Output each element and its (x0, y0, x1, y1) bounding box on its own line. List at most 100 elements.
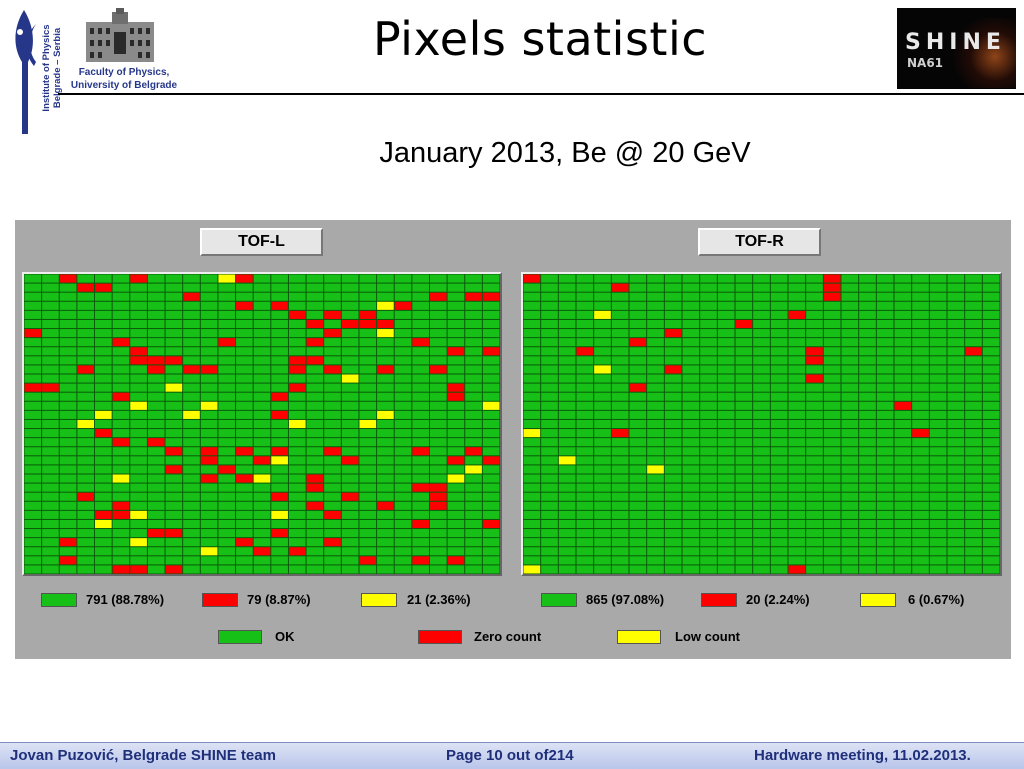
pixel-cell-ok (306, 447, 324, 456)
pixel-cell-ok (541, 465, 558, 474)
pixel-cell-ok (929, 529, 947, 538)
pixel-cell-ok (447, 374, 465, 383)
pixel-cell-zero (306, 356, 324, 365)
pixel-cell-ok (482, 438, 500, 447)
pixel-cell-ok (594, 383, 611, 392)
pixel-cell-ok (806, 501, 823, 510)
pixel-cell-ok (735, 338, 753, 347)
pixel-cell-ok (200, 529, 218, 538)
pixel-cell-ok (24, 465, 42, 474)
pixel-cell-ok (253, 410, 271, 419)
pixel-cell-zero (324, 447, 341, 456)
pixel-cell-ok (59, 510, 77, 519)
pixel-cell-ok (218, 365, 236, 374)
pixel-cell-ok (77, 565, 95, 574)
pixel-cell-ok (377, 383, 394, 392)
pixel-cell-ok (947, 483, 965, 492)
pixel-cell-ok (59, 519, 77, 529)
pixel-cell-ok (894, 283, 912, 292)
pixel-cell-ok (324, 401, 341, 410)
pixel-cell-ok (876, 319, 894, 329)
pixel-cell-ok (465, 274, 482, 283)
pixel-cell-ok (629, 301, 647, 310)
pixel-cell-ok (558, 310, 576, 319)
pixel-cell-ok (24, 538, 42, 547)
pixel-cell-ok (576, 556, 594, 565)
pixel-cell-ok (735, 519, 753, 529)
pixel-cell-ok (59, 374, 77, 383)
pixel-cell-ok (236, 438, 253, 447)
pixel-cell-ok (664, 356, 682, 365)
pixel-cell-ok (876, 510, 894, 519)
pixel-cell-ok (806, 474, 823, 483)
pixel-cell-ok (200, 310, 218, 319)
footer-event: Hardware meeting, 11.02.2013. (754, 747, 971, 764)
pixel-cell-ok (77, 329, 95, 338)
pixel-cell-ok (59, 292, 77, 301)
pixel-cell-ok (664, 556, 682, 565)
pixel-cell-ok (412, 274, 429, 283)
pixel-cell-ok (77, 474, 95, 483)
pixel-cell-ok (482, 356, 500, 365)
pixel-cell-ok (95, 347, 112, 356)
pixel-cell-ok (611, 374, 629, 383)
pixel-cell-zero (271, 529, 288, 538)
pixel-cell-ok (629, 429, 647, 438)
pixel-cell-ok (130, 301, 147, 310)
pixel-cell-ok (576, 538, 594, 547)
pixel-cell-ok (717, 447, 735, 456)
pixel-cell-ok (717, 429, 735, 438)
pixel-cell-ok (947, 401, 965, 410)
pixel-cell-ok (394, 465, 412, 474)
pixel-cell-ok (306, 465, 324, 474)
pixel-cell-ok (288, 556, 306, 565)
pixel-cell-ok (912, 447, 929, 456)
pixel-cell-ok (735, 565, 753, 574)
pixel-cell-ok (523, 529, 541, 538)
pixel-cell-zero (429, 492, 447, 501)
pixel-cell-ok (271, 283, 288, 292)
pixel-cell-ok (841, 392, 859, 401)
pixel-cell-ok (183, 492, 200, 501)
pixel-cell-ok (965, 401, 982, 410)
pixel-cell-ok (806, 329, 823, 338)
pixel-cell-ok (359, 374, 377, 383)
pixel-cell-ok (841, 529, 859, 538)
pixel-cell-ok (77, 483, 95, 492)
pixel-cell-ok (447, 547, 465, 556)
pixel-cell-ok (429, 547, 447, 556)
pixel-cell-ok (788, 547, 806, 556)
pixel-cell-low (447, 474, 465, 483)
pixel-cell-ok (112, 292, 130, 301)
pixel-cell-ok (982, 501, 1000, 510)
pixel-cell-ok (770, 310, 788, 319)
pixel-cell-zero (130, 356, 147, 365)
pixel-cell-zero (359, 556, 377, 565)
pixel-cell-ok (647, 310, 664, 319)
tof-r-zero-swatch (701, 593, 737, 607)
pixel-cell-ok (130, 492, 147, 501)
pixel-cell-ok (735, 529, 753, 538)
pixel-cell-low (523, 565, 541, 574)
pixel-cell-ok (236, 419, 253, 429)
pixel-cell-ok (576, 301, 594, 310)
pixel-cell-ok (112, 401, 130, 410)
pixel-cell-ok (558, 556, 576, 565)
pixel-cell-ok (611, 456, 629, 465)
pixel-cell-ok (664, 292, 682, 301)
pixel-cell-ok (894, 319, 912, 329)
pixel-cell-ok (717, 292, 735, 301)
pixel-cell-ok (841, 492, 859, 501)
pixel-cell-ok (288, 301, 306, 310)
tof-l-button[interactable]: TOF-L (200, 228, 323, 256)
pixel-cell-zero (77, 283, 95, 292)
pixel-cell-ok (218, 529, 236, 538)
tof-r-button[interactable]: TOF-R (698, 228, 821, 256)
legend-low-label: Low count (675, 629, 740, 644)
pixel-cell-ok (611, 301, 629, 310)
pixel-cell-ok (753, 474, 770, 483)
pixel-cell-ok (341, 274, 359, 283)
pixel-cell-ok (59, 483, 77, 492)
pixel-cell-ok (682, 283, 700, 292)
pixel-cell-ok (77, 347, 95, 356)
